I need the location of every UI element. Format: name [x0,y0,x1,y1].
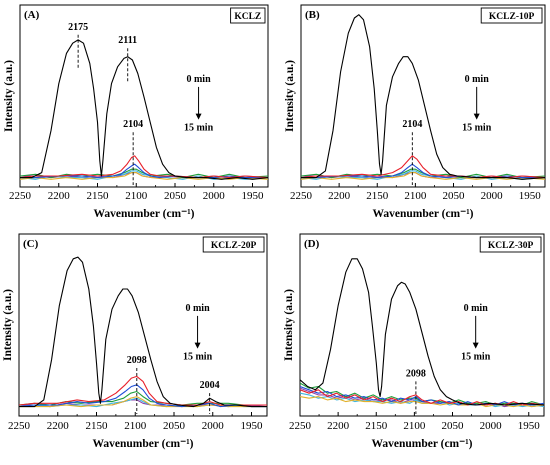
x-tick-label: 1950 [242,190,265,202]
chart-panel-a: 2250 2200 2150 2100 2050 2000 1950 Wavenumber (… [3,4,269,220]
time-start-label: 0 min [464,303,489,314]
time-start-label: 0 min [186,74,211,85]
time-arrow-head [194,342,201,349]
time-arrow-head [473,113,480,120]
x-tick-label: 2050 [164,190,187,202]
peak-label: 2004 [200,380,220,391]
x-tick-label: 2050 [163,420,186,432]
x-tick-label: 2000 [202,420,225,432]
x-tick-label: 1950 [241,420,264,432]
time-arrow-head [472,342,479,349]
x-tick-label: 2000 [481,190,504,202]
plot-frame [300,4,546,188]
plot-frame [19,4,269,188]
time-start-label: 0 min [465,74,490,85]
peak-label: 2104 [123,119,143,130]
series-line [20,163,268,179]
peak-label: 2098 [127,355,147,366]
chart-panel-b: 2250 2200 2150 2100 2050 2000 1950 Wavenumber (… [284,4,546,220]
x-tick-label: 2150 [366,190,389,202]
series-line [300,385,544,406]
x-tick-label: 2050 [442,420,465,432]
panel-label: (B) [305,9,320,21]
x-tick-label: 2250 [290,190,313,202]
peak-label: 2111 [118,35,137,46]
panel-label: (D) [304,238,320,250]
time-end-label: 15 min [462,123,492,134]
x-tick-label: 2200 [48,190,71,202]
series-group [301,14,545,180]
y-axis-title: Intensity (a.u.) [3,60,15,132]
x-tick-label: 2250 [8,420,31,432]
x-tick-label: 2200 [328,190,351,202]
series-line [19,384,267,408]
chart-panel-d: 2250 2200 2150 2100 2050 2000 1950 Wavenumber (… [283,233,545,450]
x-axis-title: Wavenumber (cm⁻¹) [93,438,194,450]
series-line [301,14,545,180]
x-tick-label: 2000 [203,190,226,202]
x-tick-label: 2150 [365,420,388,432]
y-axis-title: Intensity (a.u.) [283,289,295,361]
sample-label-box [230,7,266,24]
x-tick-label: 2100 [124,420,147,432]
x-tick-label: 2100 [403,420,426,432]
time-start-label: 0 min [185,303,210,314]
chart-panel-c: 2250 2200 2150 2100 2050 2000 1950 Wavenumber (… [2,233,268,450]
sample-label-box [480,7,543,24]
series-line [301,155,545,179]
series-line [19,375,267,406]
sample-label: KCLZ-20P [211,241,257,251]
sample-label-box [479,236,542,253]
plot-frame [18,233,268,417]
series-line [20,39,268,180]
time-end-label: 15 min [184,123,214,134]
x-tick-label: 2150 [87,190,110,202]
peak-label: 2104 [402,119,422,130]
x-tick-label: 2200 [47,420,70,432]
x-tick-label: 2150 [86,420,109,432]
series-group [20,39,268,180]
x-axis-title: Wavenumber (cm⁻¹) [372,438,473,450]
time-end-label: 15 min [461,352,491,363]
series-line [300,396,544,408]
series-line [20,155,268,179]
x-tick-label: 2100 [125,190,148,202]
peak-label: 2175 [68,22,88,33]
x-axis-title: Wavenumber (cm⁻¹) [94,208,195,220]
y-axis-title: Intensity (a.u.) [284,60,296,132]
x-tick-label: 2250 [9,190,32,202]
sample-label: KCLZ [234,12,261,22]
x-tick-label: 2250 [289,420,312,432]
panel-label: (C) [23,238,39,250]
x-tick-label: 2200 [327,420,350,432]
sample-label-box [202,236,265,253]
x-tick-label: 1950 [518,420,541,432]
panel-label: (A) [24,9,40,21]
plot-frame [299,233,545,417]
x-tick-label: 2050 [443,190,466,202]
x-tick-label: 2000 [480,420,503,432]
series-group [19,256,267,408]
sample-label: KCLZ-10P [489,12,535,22]
series-line [300,392,544,408]
sample-label: KCLZ-30P [488,241,534,251]
x-tick-label: 1950 [519,190,542,202]
x-axis-title: Wavenumber (cm⁻¹) [373,208,474,220]
time-arrow-head [195,113,202,120]
x-tick-label: 2100 [404,190,427,202]
peak-label: 2098 [406,368,426,379]
y-axis-title: Intensity (a.u.) [2,289,14,361]
series-line [300,258,544,406]
series-group [300,258,544,408]
series-line [19,256,267,408]
time-end-label: 15 min [183,352,213,363]
